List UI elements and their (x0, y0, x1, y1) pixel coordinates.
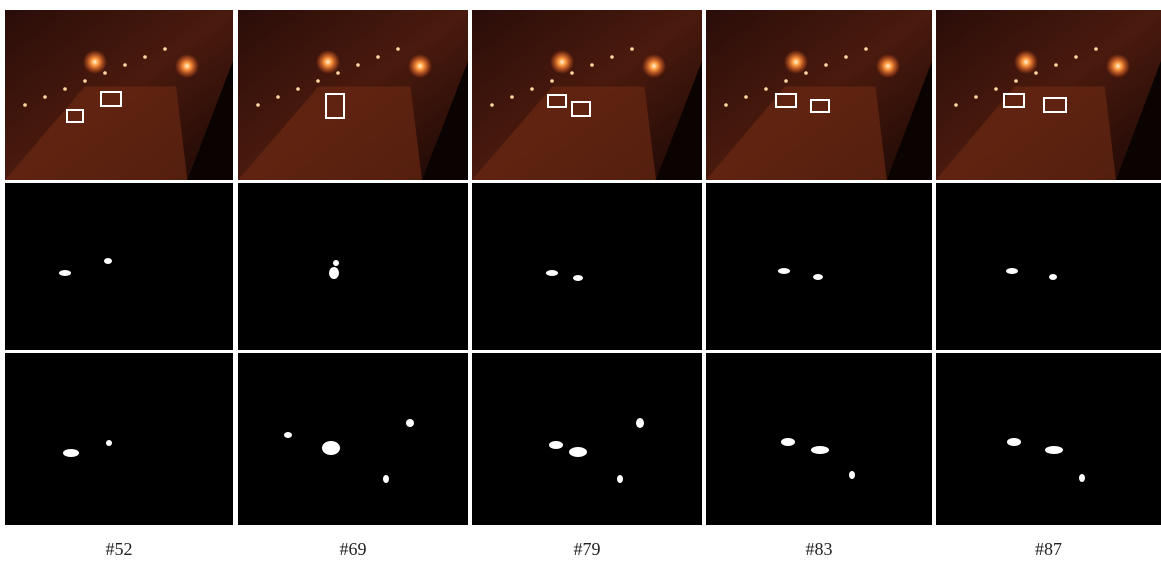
light (724, 103, 728, 107)
frame-label: #69 (340, 539, 367, 559)
street-light (550, 50, 574, 74)
light (744, 95, 748, 99)
frame-column: #83 (706, 10, 932, 559)
blob (849, 471, 855, 479)
blob (778, 268, 790, 274)
street-light (316, 50, 340, 74)
blob (333, 260, 339, 266)
blob (106, 440, 112, 446)
blob (1079, 474, 1085, 482)
light (1054, 63, 1058, 67)
blob (329, 267, 339, 279)
blob (1007, 438, 1021, 446)
light (804, 71, 808, 75)
frame-label: #83 (806, 539, 833, 559)
mask-image (472, 353, 702, 525)
street-light (175, 54, 199, 78)
blob (59, 270, 71, 276)
frame-column: #79 (472, 10, 702, 559)
light (630, 47, 634, 51)
blob (63, 449, 79, 457)
light (43, 95, 47, 99)
mask-image (706, 353, 932, 525)
blob (617, 475, 623, 483)
light (23, 103, 27, 107)
frame-label: #52 (106, 539, 133, 559)
blob (813, 274, 823, 280)
mask-image (238, 183, 468, 350)
light (570, 71, 574, 75)
light (336, 71, 340, 75)
light (83, 79, 87, 83)
mask-image (936, 353, 1161, 525)
street-light (408, 54, 432, 78)
light (103, 71, 107, 75)
street-light (784, 50, 808, 74)
street-light (83, 50, 107, 74)
light (63, 87, 67, 91)
mask-image (5, 183, 233, 350)
light (143, 55, 147, 59)
blob (104, 258, 112, 264)
page: {"figure": {"columns": [{"label": "#52"}… (0, 0, 1161, 570)
mask-image (936, 183, 1161, 350)
blob (406, 419, 414, 427)
light (1034, 71, 1038, 75)
blob (569, 447, 587, 457)
frame-column: #69 (238, 10, 468, 559)
street-light (642, 54, 666, 78)
blob (1006, 268, 1018, 274)
light (1014, 79, 1018, 83)
blob (383, 475, 389, 483)
light (864, 47, 868, 51)
street-light (1014, 50, 1038, 74)
street-light (876, 54, 900, 78)
frame-column: #87 (936, 10, 1161, 559)
blob (1045, 446, 1063, 454)
light (590, 63, 594, 67)
blob (1049, 274, 1057, 280)
light (764, 87, 768, 91)
light (824, 63, 828, 67)
blob (546, 270, 558, 276)
frame-label: #79 (574, 539, 601, 559)
mask-image (706, 183, 932, 350)
light (550, 79, 554, 83)
light (530, 87, 534, 91)
frame-column: #52 (5, 10, 233, 559)
light (490, 103, 494, 107)
light (1074, 55, 1078, 59)
light (1094, 47, 1098, 51)
mask-image (472, 183, 702, 350)
light (994, 87, 998, 91)
figure: #52 #69 #79 #83 #87 (0, 0, 1161, 570)
blob (781, 438, 795, 446)
blob (811, 446, 829, 454)
blob (636, 418, 644, 428)
light (396, 47, 400, 51)
blob (549, 441, 563, 449)
light (276, 95, 280, 99)
mask-image (5, 353, 233, 525)
mask-image (238, 353, 468, 525)
blob (322, 441, 340, 455)
light (123, 63, 127, 67)
light (784, 79, 788, 83)
light (256, 103, 260, 107)
light (163, 47, 167, 51)
light (844, 55, 848, 59)
frame-label: #87 (1035, 539, 1062, 559)
street-light (1106, 54, 1130, 78)
light (510, 95, 514, 99)
light (316, 79, 320, 83)
light (296, 87, 300, 91)
blob (573, 275, 583, 281)
light (954, 103, 958, 107)
light (356, 63, 360, 67)
light (610, 55, 614, 59)
light (376, 55, 380, 59)
blob (284, 432, 292, 438)
light (974, 95, 978, 99)
